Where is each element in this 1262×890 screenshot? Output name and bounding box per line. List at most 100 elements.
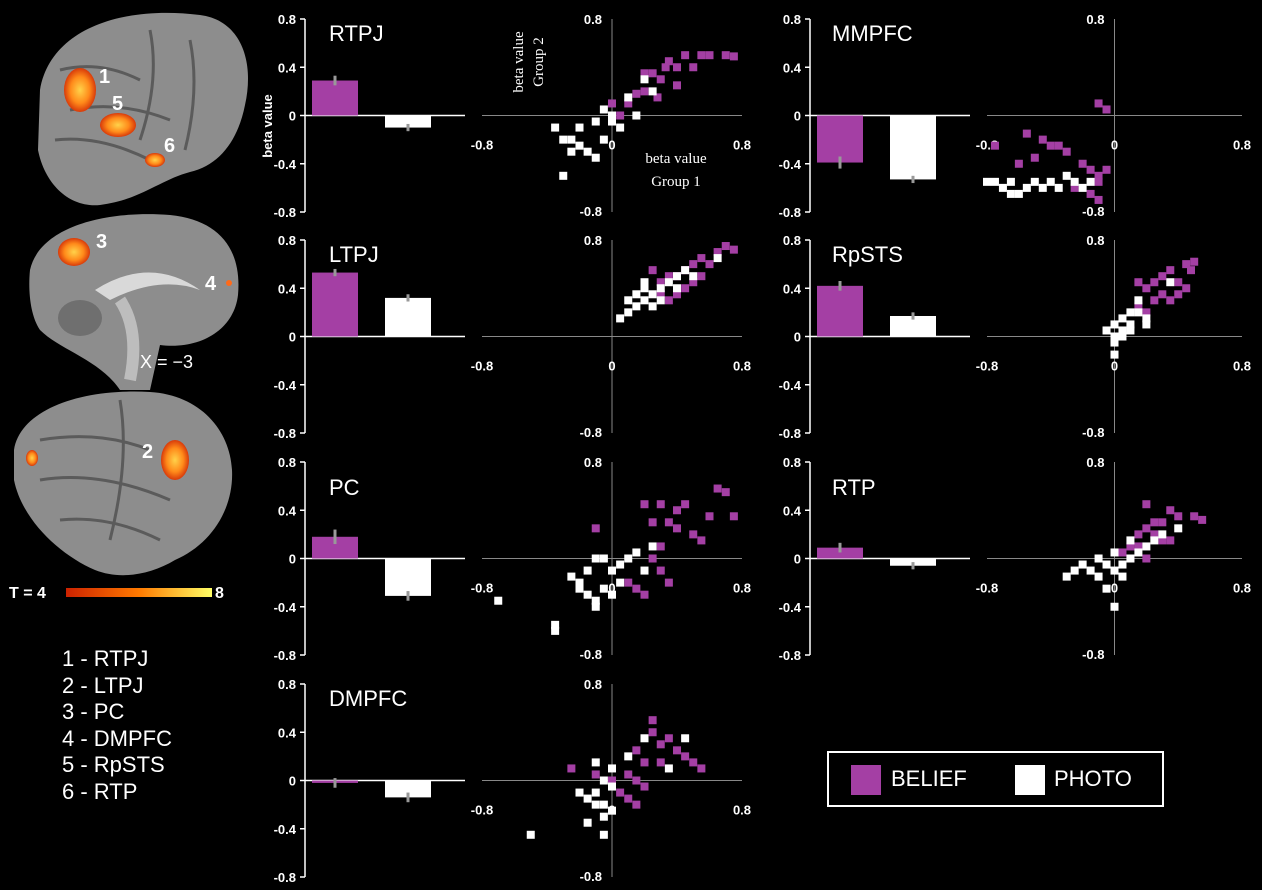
photo-point [616, 314, 625, 323]
bar-y-tick-label: 0 [289, 552, 296, 567]
belief-point [689, 530, 698, 539]
photo-point [681, 734, 690, 743]
photo-point [998, 183, 1007, 192]
belief-point [1158, 272, 1167, 281]
belief-point [656, 500, 665, 509]
panel-pc: 0.8 0.4 0 -0.4 -0.8 PC 0.8 -0.8 -0.8 0 0.8 [274, 455, 751, 663]
belief-point [632, 746, 641, 755]
photo-point [494, 596, 503, 605]
photo-point [591, 788, 600, 797]
scatter-tick-label: 0.8 [733, 359, 751, 374]
photo-point [681, 266, 690, 275]
belief-point [721, 242, 730, 251]
belief-point [705, 260, 714, 269]
photo-point [608, 764, 616, 773]
photo-point [640, 278, 649, 287]
belief-point [632, 800, 641, 809]
photo-point [648, 290, 657, 299]
bar-y-tick-label: -0.8 [274, 648, 296, 663]
belief-point [1158, 518, 1167, 527]
scatter-tick-label: -0.8 [471, 581, 493, 596]
belief-point [1038, 135, 1047, 144]
belief-swatch [851, 765, 881, 795]
scatter-tick-label: 0 [608, 359, 615, 374]
panels: 0.8 0.4 0 -0.4 -0.8 RTPJ 0.8 -0.8 -0.8 0 0.8 0.8 0.4… [260, 12, 1251, 885]
belief-point [681, 284, 690, 293]
belief-point [1094, 177, 1103, 186]
belief-point [664, 296, 673, 305]
belief-point [697, 51, 706, 60]
bar-y-tick-label: 0 [794, 330, 801, 345]
belief-point [713, 484, 722, 493]
belief-point [640, 590, 649, 599]
roi-legend-item: 1 - RTPJ [62, 646, 149, 671]
bar-chart-rtpj: 0.8 0.4 0 -0.4 -0.8 RTPJ [274, 12, 465, 220]
bar-chart-dmpfc: 0.8 0.4 0 -0.4 -0.8 DMPFC [274, 677, 465, 885]
belief-point [1054, 141, 1063, 150]
belief-point [1134, 542, 1143, 551]
belief-point [1030, 153, 1039, 162]
scatter-tick-label: 0.8 [1233, 138, 1251, 153]
belief-point [689, 260, 698, 269]
photo-point [1142, 314, 1151, 323]
belief-point [656, 75, 665, 84]
photo-point [608, 111, 616, 120]
scatter-tick-label: 0 [1111, 359, 1118, 374]
photo-point [583, 794, 592, 803]
bar-y-tick-label: -0.4 [779, 600, 802, 615]
bar-belief [817, 115, 863, 163]
panel-title: LTPJ [329, 242, 379, 267]
bar-photo [385, 297, 431, 337]
photo-point [1118, 332, 1127, 341]
photo-point [1126, 308, 1135, 317]
belief-point [1046, 141, 1055, 150]
photo-point [1086, 566, 1095, 575]
belief-point [632, 584, 641, 593]
bar-photo [890, 315, 936, 337]
photo-point [640, 284, 649, 293]
photo-point [689, 272, 698, 281]
scatter-tick-label: 0.8 [1086, 455, 1104, 470]
activation-blob [145, 153, 165, 167]
scatter-tick-label: -0.8 [1082, 425, 1104, 440]
belief-point [1118, 548, 1127, 557]
brain-lateral-left: 2 [14, 391, 233, 576]
panel-rtp: 0.8 0.4 0 -0.4 -0.8 RTP 0.8 -0.8 -0.8 0 0.8 [779, 455, 1251, 663]
scatter-tick-label: 0.8 [1233, 581, 1251, 596]
bar-y-tick-label: -0.8 [274, 870, 296, 885]
scatter-tick-label: 0 [1111, 138, 1118, 153]
panel-title: DMPFC [329, 686, 407, 711]
bar-y-tick-label: 0 [289, 109, 296, 124]
bar-y-tick-label: -0.8 [779, 426, 801, 441]
photo-point [640, 296, 649, 305]
photo-point [608, 590, 616, 599]
photo-point [1118, 326, 1127, 335]
belief-point [1102, 105, 1111, 114]
belief-point [656, 290, 665, 299]
belief-point [1174, 290, 1183, 299]
photo-point [575, 584, 584, 593]
photo-point [599, 135, 608, 144]
scatter-mmpfc: 0.8-0.8-0.8 0 0.8 [976, 12, 1251, 219]
photo-point [648, 87, 657, 96]
belief-point [697, 254, 706, 263]
photo-point [591, 758, 600, 767]
bar-belief [817, 285, 863, 337]
photo-point [1030, 177, 1039, 186]
bar-y-tick-label: -0.4 [274, 157, 297, 172]
photo-point [1038, 183, 1047, 192]
belief-point [721, 488, 730, 497]
bar-photo [385, 115, 431, 128]
belief-point [1166, 536, 1175, 545]
belief-point [1190, 257, 1199, 266]
photo-point [583, 147, 592, 156]
photo-point [1150, 536, 1159, 545]
photo-point [1158, 530, 1167, 539]
photo-point [1174, 524, 1183, 533]
bar-chart-mmpfc: 0.8 0.4 0 -0.4 -0.8 MMPFC [779, 12, 970, 220]
belief-point [1150, 296, 1159, 305]
scatter-y-axis-label-line1: beta value [511, 31, 527, 93]
scatter-tick-label: 0 [608, 138, 615, 153]
photo-point [1110, 548, 1119, 557]
belief-point [664, 578, 673, 587]
